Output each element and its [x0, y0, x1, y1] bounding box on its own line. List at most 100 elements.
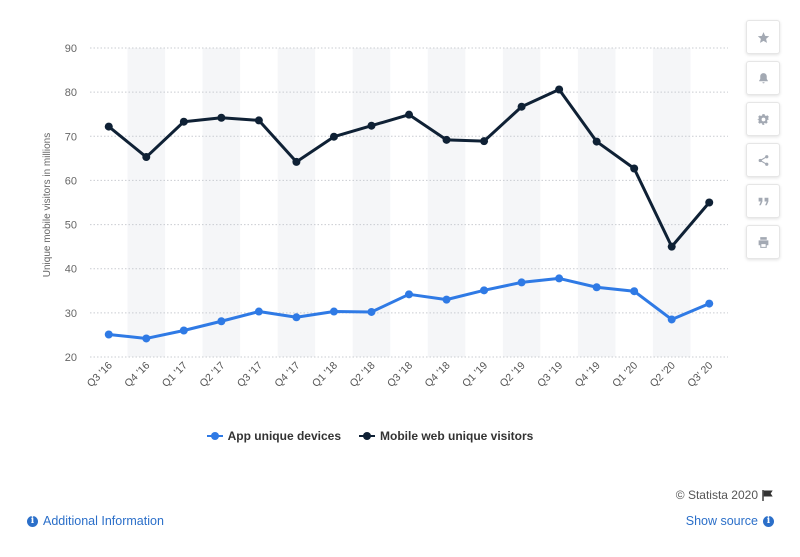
x-axis-tick-labels: Q3 '16 Q4 '16 Q1 '17 Q2 '17 Q3 '17 Q4 '17 Q1 '… [85, 360, 716, 390]
show-source-link[interactable]: Show source i [686, 514, 774, 528]
x-tick-label: Q3' 20 [685, 360, 715, 390]
y-tick-label: 40 [65, 264, 77, 276]
y-tick-label: 90 [65, 43, 77, 55]
notification-button[interactable] [746, 61, 780, 95]
x-tick-label: Q4 '16 [122, 360, 152, 390]
flag-icon [762, 489, 773, 501]
legend-item-mobile-web-unique-visitors[interactable]: Mobile web unique visitors [359, 429, 533, 443]
data-point-app-unique-devices[interactable] [142, 334, 151, 343]
data-point-mobile-web-unique-visitors[interactable] [367, 121, 376, 130]
data-point-app-unique-devices[interactable] [517, 278, 526, 287]
data-point-app-unique-devices[interactable] [442, 295, 451, 304]
chart-toolbar [746, 20, 782, 266]
star-icon [757, 31, 769, 43]
data-point-mobile-web-unique-visitors[interactable] [705, 198, 714, 207]
credits-text: © Statista 2020 [675, 488, 758, 502]
info-icon: i [27, 515, 38, 527]
series-mobile-web-unique-visitors [104, 85, 714, 251]
column-band [277, 48, 316, 357]
x-tick-label: Q3 '16 [85, 360, 115, 390]
x-tick-label: Q3 '18 [385, 360, 415, 390]
legend-item-app-unique-devices[interactable]: App unique devices [206, 429, 341, 443]
data-point-app-unique-devices[interactable] [555, 274, 564, 283]
data-point-app-unique-devices[interactable] [480, 286, 489, 295]
additional-information-label: Additional Information [43, 514, 164, 528]
column-band [577, 48, 616, 357]
y-tick-label: 60 [65, 175, 77, 187]
data-point-mobile-web-unique-visitors[interactable] [179, 117, 188, 126]
y-tick-label: 70 [65, 131, 77, 143]
gridlines [90, 47, 728, 358]
data-point-mobile-web-unique-visitors[interactable] [480, 137, 489, 146]
gear-icon [756, 113, 769, 125]
quote-icon [758, 197, 768, 205]
data-point-mobile-web-unique-visitors[interactable] [517, 102, 526, 111]
data-point-mobile-web-unique-visitors[interactable] [142, 153, 151, 162]
data-point-mobile-web-unique-visitors[interactable] [217, 113, 226, 122]
x-tick-label: Q3 '19 [535, 360, 565, 390]
share-button[interactable] [746, 143, 780, 177]
data-point-app-unique-devices[interactable] [367, 307, 376, 316]
data-point-app-unique-devices[interactable] [592, 283, 601, 292]
column-band [427, 48, 466, 357]
x-tick-label: Q2 '18 [347, 360, 377, 390]
print-button[interactable] [746, 225, 780, 259]
settings-button[interactable] [746, 102, 780, 136]
data-point-app-unique-devices[interactable] [217, 317, 226, 326]
additional-information-link[interactable]: i Additional Information [27, 514, 164, 528]
data-point-mobile-web-unique-visitors[interactable] [442, 135, 451, 144]
y-tick-label: 20 [65, 352, 77, 364]
series-lines [104, 85, 714, 343]
x-tick-label: Q1 '20 [610, 360, 640, 390]
series-app-unique-devices [104, 274, 714, 343]
data-point-mobile-web-unique-visitors[interactable] [667, 242, 676, 251]
x-tick-label: Q2 '20 [648, 360, 678, 390]
x-tick-label: Q4 '18 [423, 360, 453, 390]
alternating-column-bands [127, 48, 691, 357]
bell-icon [758, 72, 768, 83]
data-point-mobile-web-unique-visitors[interactable] [555, 85, 564, 94]
x-tick-label: Q2 '17 [197, 360, 227, 390]
data-point-mobile-web-unique-visitors[interactable] [254, 116, 263, 125]
data-point-app-unique-devices[interactable] [179, 326, 188, 335]
legend-label-app-unique-devices: App unique devices [227, 429, 341, 443]
data-point-app-unique-devices[interactable] [667, 315, 676, 324]
x-tick-label: Q1 '17 [160, 360, 190, 390]
y-tick-label: 30 [65, 308, 77, 320]
legend-swatch-mobile-web-unique-visitors [359, 431, 375, 441]
y-tick-label: 80 [65, 87, 77, 99]
share-icon [758, 154, 768, 166]
data-point-app-unique-devices[interactable] [104, 330, 113, 339]
data-point-mobile-web-unique-visitors[interactable] [405, 110, 413, 119]
x-tick-label: Q1 '19 [460, 360, 490, 390]
data-point-mobile-web-unique-visitors[interactable] [104, 122, 113, 131]
x-tick-label: Q2 '19 [498, 360, 528, 390]
statista-credits[interactable]: © Statista 2020 [676, 488, 774, 502]
data-point-app-unique-devices[interactable] [329, 307, 338, 316]
y-axis-label: Unique mobile visitors in millions [42, 133, 53, 278]
x-tick-label: Q4 '17 [272, 360, 302, 390]
data-point-app-unique-devices[interactable] [630, 287, 639, 296]
series-line-app-unique-devices [108, 276, 710, 340]
favorite-button[interactable] [746, 20, 780, 54]
legend: App unique devices Mobile web unique vis… [0, 429, 740, 443]
x-tick-label: Q3 '17 [235, 360, 265, 390]
data-point-mobile-web-unique-visitors[interactable] [630, 164, 639, 173]
data-point-app-unique-devices[interactable] [705, 299, 714, 308]
x-tick-label: Q4 '19 [573, 360, 603, 390]
x-tick-label: Q1 '18 [310, 360, 340, 390]
y-axis-tick-labels: 20 30 40 50 60 70 80 90 [65, 43, 77, 364]
legend-label-mobile-web-unique-visitors: Mobile web unique visitors [380, 429, 534, 443]
legend-swatch-app-unique-devices [206, 431, 223, 441]
data-point-mobile-web-unique-visitors[interactable] [592, 137, 601, 146]
data-point-mobile-web-unique-visitors[interactable] [329, 132, 338, 141]
column-band [652, 48, 691, 357]
info-icon: i [763, 515, 774, 527]
data-point-app-unique-devices[interactable] [254, 307, 263, 316]
data-point-mobile-web-unique-visitors[interactable] [292, 157, 301, 166]
data-point-app-unique-devices[interactable] [292, 313, 301, 322]
cite-button[interactable] [746, 184, 780, 218]
data-point-app-unique-devices[interactable] [405, 290, 413, 299]
show-source-label: Show source [685, 514, 758, 528]
